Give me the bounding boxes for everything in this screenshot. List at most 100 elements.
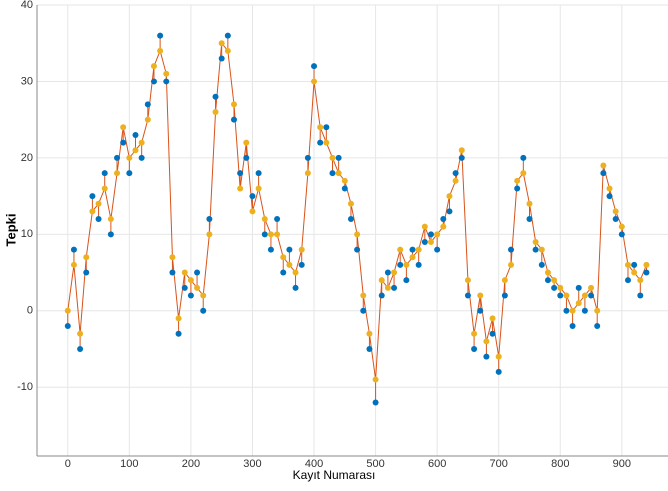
data-point — [446, 193, 453, 200]
data-point — [163, 78, 170, 85]
data-point — [581, 292, 588, 299]
data-point — [218, 55, 225, 62]
data-point — [150, 78, 157, 85]
y-tick-label: -10 — [17, 381, 33, 393]
data-point — [77, 330, 84, 337]
data-point — [458, 154, 465, 161]
data-point — [551, 277, 558, 284]
data-point — [446, 208, 453, 215]
data-point — [631, 261, 638, 268]
data-point — [526, 216, 533, 223]
data-point — [255, 170, 262, 177]
data-point — [255, 185, 262, 192]
data-point — [575, 284, 582, 291]
data-point — [464, 292, 471, 299]
data-point — [187, 277, 194, 284]
data-point — [434, 231, 441, 238]
data-point — [181, 269, 188, 276]
data-point — [471, 345, 478, 352]
x-tick-label: 600 — [428, 458, 446, 470]
data-point — [464, 277, 471, 284]
data-point — [132, 147, 139, 154]
data-point — [594, 307, 601, 314]
data-point — [261, 216, 268, 223]
data-point — [323, 124, 330, 131]
data-point — [194, 284, 201, 291]
data-point — [471, 330, 478, 337]
x-tick-label: 300 — [243, 458, 261, 470]
data-point — [107, 216, 114, 223]
data-point — [391, 284, 398, 291]
data-point — [347, 200, 354, 207]
x-tick-label: 800 — [551, 458, 569, 470]
data-point — [440, 223, 447, 230]
data-point — [298, 246, 305, 253]
data-point — [600, 170, 607, 177]
data-point — [341, 185, 348, 192]
data-point — [311, 63, 318, 70]
data-point — [292, 284, 299, 291]
data-point — [304, 154, 311, 161]
y-tick-label: 40 — [21, 0, 33, 11]
data-point — [150, 63, 157, 70]
data-point — [157, 47, 164, 54]
data-point — [354, 231, 361, 238]
data-point — [501, 292, 508, 299]
data-point — [538, 246, 545, 253]
data-point — [274, 216, 281, 223]
data-point — [569, 307, 576, 314]
data-point — [489, 315, 496, 322]
data-point — [175, 315, 182, 322]
data-point — [101, 170, 108, 177]
data-point — [409, 254, 416, 261]
data-point — [224, 47, 231, 54]
data-point — [501, 277, 508, 284]
data-point — [175, 330, 182, 337]
x-tick-label: 500 — [366, 458, 384, 470]
data-point — [643, 269, 650, 276]
data-point — [323, 139, 330, 146]
data-point — [311, 78, 318, 85]
data-point — [477, 307, 484, 314]
data-point — [569, 323, 576, 330]
data-point — [249, 193, 256, 200]
data-point — [126, 154, 133, 161]
data-point — [335, 154, 342, 161]
prediction-line — [67, 41, 647, 380]
data-point — [114, 170, 121, 177]
data-point — [292, 269, 299, 276]
data-point — [354, 246, 361, 253]
data-point — [64, 323, 71, 330]
data-point — [637, 292, 644, 299]
x-tick-label: 200 — [182, 458, 200, 470]
data-point — [421, 238, 428, 245]
data-point — [520, 170, 527, 177]
data-point — [126, 170, 133, 177]
data-point — [483, 338, 490, 345]
x-tick-label: 100 — [120, 458, 138, 470]
data-point — [551, 284, 558, 291]
data-point — [206, 231, 213, 238]
data-point — [391, 269, 398, 276]
data-point — [458, 147, 465, 154]
data-point — [187, 292, 194, 299]
data-point — [384, 269, 391, 276]
data-point — [230, 116, 237, 123]
y-tick-label: 10 — [21, 228, 33, 240]
data-point — [600, 162, 607, 169]
data-point — [329, 154, 336, 161]
data-point — [618, 223, 625, 230]
data-point — [618, 231, 625, 238]
data-point — [514, 185, 521, 192]
data-point — [606, 185, 613, 192]
data-point — [169, 269, 176, 276]
data-point — [366, 330, 373, 337]
data-point — [624, 261, 631, 268]
y-tick-label: 20 — [21, 152, 33, 164]
data-point — [95, 200, 102, 207]
data-point — [588, 292, 595, 299]
data-point — [612, 216, 619, 223]
data-point — [378, 277, 385, 284]
data-point — [397, 261, 404, 268]
x-tick-label: 0 — [65, 458, 71, 470]
